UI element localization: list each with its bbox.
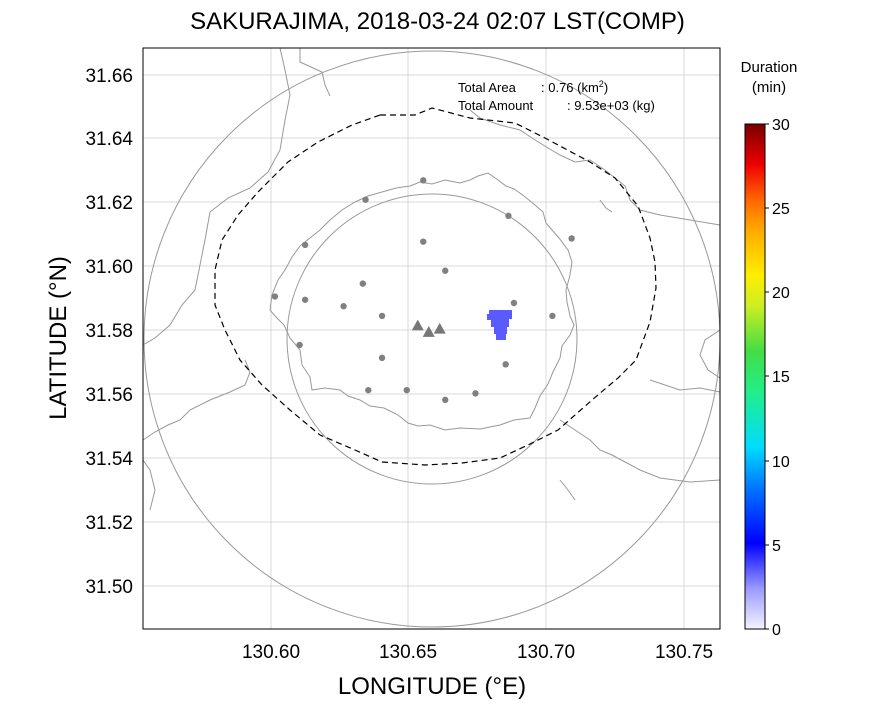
station-marker bbox=[362, 196, 369, 203]
station-marker bbox=[442, 267, 449, 274]
station-marker bbox=[403, 386, 410, 394]
range-circle-outer bbox=[143, 50, 720, 628]
x-axis-title: LONGITUDE (°E) bbox=[338, 673, 526, 700]
colorbar-tick: 25 bbox=[772, 201, 790, 218]
info-box: Total Area : 0.76 (km2) Total Amount : 9… bbox=[458, 79, 655, 113]
ash-deposit bbox=[487, 310, 512, 340]
colorbar-title: Duration bbox=[741, 59, 798, 76]
total-amount-value: : 9.53e+03 (kg) bbox=[567, 98, 655, 113]
station-marker bbox=[420, 238, 427, 245]
total-amount-label: Total Amount bbox=[458, 98, 534, 113]
y-tick-label: 31.54 bbox=[85, 449, 133, 470]
y-tick-label: 31.62 bbox=[85, 193, 133, 214]
colorbar-gradient bbox=[744, 123, 766, 630]
y-tick-labels: 31.66 31.64 31.62 31.60 31.58 31.56 31.5… bbox=[85, 66, 133, 598]
vent-marker bbox=[411, 319, 424, 331]
colorbar-tick: 20 bbox=[772, 285, 790, 302]
x-tick-label: 130.65 bbox=[379, 642, 437, 663]
station-marker bbox=[510, 299, 518, 307]
station-marker bbox=[568, 235, 575, 242]
x-tick-label: 130.60 bbox=[242, 642, 300, 663]
station-marker bbox=[340, 303, 347, 310]
vents-layer bbox=[411, 319, 446, 337]
colorbar-tick: 15 bbox=[772, 369, 790, 386]
station-marker bbox=[420, 177, 427, 184]
station-marker bbox=[472, 390, 479, 397]
colorbar-tick: 30 bbox=[772, 117, 790, 134]
colorbar-tick: 0 bbox=[772, 622, 781, 639]
y-tick-label: 31.64 bbox=[85, 129, 133, 150]
station-marker bbox=[359, 280, 367, 287]
y-tick-label: 31.52 bbox=[85, 513, 133, 534]
station-marker bbox=[296, 341, 303, 349]
y-tick-label: 31.50 bbox=[85, 577, 133, 598]
station-marker bbox=[301, 241, 309, 249]
y-axis-title: LATITUDE (°N) bbox=[45, 256, 72, 420]
colorbar-tick: 5 bbox=[772, 538, 781, 555]
station-marker bbox=[271, 293, 279, 300]
range-circle-inner bbox=[286, 193, 578, 485]
plot-title: SAKURAJIMA, 2018-03-24 02:07 LST(COMP) bbox=[190, 8, 685, 35]
colorbar: Duration (min) 30 25 20 15 10 5 0 bbox=[741, 59, 798, 639]
station-marker bbox=[442, 396, 449, 404]
vent-marker bbox=[433, 322, 446, 334]
y-tick-label: 31.58 bbox=[85, 321, 133, 342]
svg-text:Total Area : 0.76 (km2): Total Area : 0.76 (km2) bbox=[458, 79, 608, 95]
station-marker bbox=[365, 386, 372, 394]
coastline bbox=[143, 48, 720, 511]
colorbar-unit: (min) bbox=[752, 79, 786, 96]
station-marker bbox=[549, 312, 556, 320]
total-area-value: : 0.76 (km bbox=[541, 80, 599, 95]
y-tick-label: 31.66 bbox=[85, 66, 133, 87]
x-tick-label: 130.70 bbox=[517, 642, 575, 663]
area-unit-superscript: 2 bbox=[599, 79, 604, 89]
x-tick-labels: 130.60 130.65 130.70 130.75 bbox=[242, 642, 713, 663]
dashed-boundary bbox=[214, 107, 657, 466]
stations-layer bbox=[271, 177, 575, 404]
y-tick-label: 31.56 bbox=[85, 385, 133, 406]
station-marker bbox=[301, 296, 309, 303]
station-marker bbox=[378, 354, 386, 362]
svg-text:Total Amount : 9.53e+03: Total Amount : 9.53e+03 (kg) bbox=[458, 98, 655, 113]
vent-marker bbox=[422, 326, 435, 337]
x-tick-label: 130.75 bbox=[655, 642, 713, 663]
y-tick-label: 31.60 bbox=[85, 257, 133, 278]
colorbar-tick: 10 bbox=[772, 454, 790, 471]
area-unit-close: ) bbox=[604, 80, 608, 95]
plot-frame bbox=[142, 47, 721, 630]
station-marker bbox=[502, 361, 509, 368]
station-marker bbox=[505, 212, 512, 220]
station-marker bbox=[378, 312, 386, 320]
total-area-label: Total Area bbox=[458, 80, 517, 95]
gridlines bbox=[143, 48, 720, 629]
